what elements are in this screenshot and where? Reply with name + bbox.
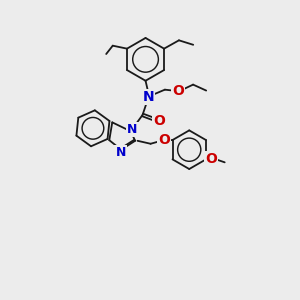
Text: O: O [206,152,217,166]
Text: N: N [127,123,138,136]
Text: N: N [116,146,126,159]
Text: O: O [153,114,165,128]
Text: N: N [143,90,154,104]
Text: O: O [172,84,184,98]
Text: O: O [158,133,170,147]
